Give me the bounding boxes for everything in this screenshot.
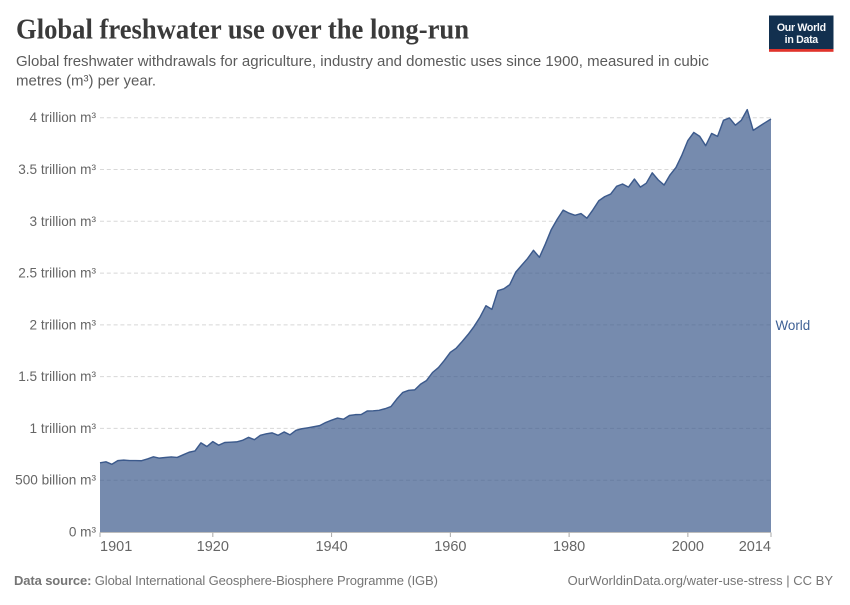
- svg-text:1 trillion m³: 1 trillion m³: [30, 421, 97, 436]
- svg-text:3 trillion m³: 3 trillion m³: [30, 214, 97, 229]
- svg-text:Global freshwater withdrawals: Global freshwater withdrawals for agricu…: [16, 53, 709, 70]
- svg-text:3.5 trillion m³: 3.5 trillion m³: [18, 162, 96, 177]
- svg-text:1901: 1901: [100, 539, 132, 555]
- svg-text:1920: 1920: [197, 539, 229, 555]
- svg-text:2000: 2000: [672, 539, 704, 555]
- svg-text:1940: 1940: [315, 539, 347, 555]
- svg-text:1980: 1980: [553, 539, 585, 555]
- svg-text:1.5 trillion m³: 1.5 trillion m³: [18, 369, 96, 384]
- svg-text:1960: 1960: [434, 539, 466, 555]
- svg-text:0 m³: 0 m³: [69, 525, 97, 540]
- svg-text:2014: 2014: [739, 539, 771, 555]
- svg-text:Our World: Our World: [777, 22, 826, 34]
- svg-text:metres (m³) per year.: metres (m³) per year.: [16, 73, 156, 90]
- svg-text:in Data: in Data: [785, 34, 819, 46]
- svg-text:Data source: Global Internatio: Data source: Global International Geosph…: [14, 573, 438, 588]
- svg-text:4 trillion m³: 4 trillion m³: [30, 110, 97, 125]
- svg-text:World: World: [776, 318, 811, 333]
- svg-text:OurWorldinData.org/water-use-s: OurWorldinData.org/water-use-stress | CC…: [568, 573, 834, 588]
- svg-text:2.5 trillion m³: 2.5 trillion m³: [18, 266, 96, 281]
- svg-text:Global freshwater use over the: Global freshwater use over the long-run: [16, 14, 469, 46]
- svg-text:500 billion m³: 500 billion m³: [15, 473, 96, 488]
- svg-text:2 trillion m³: 2 trillion m³: [30, 317, 97, 332]
